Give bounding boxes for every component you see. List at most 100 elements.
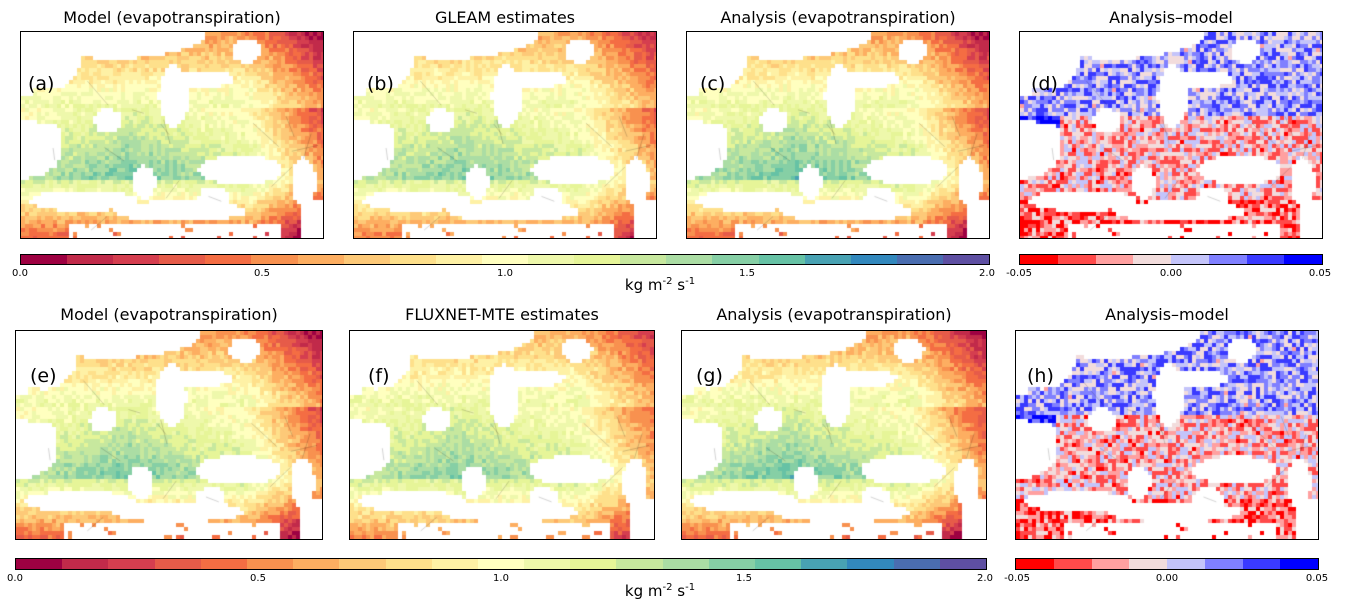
colorbar-swatch-2 — [1091, 559, 1130, 569]
unit-exp1-2: -2 — [662, 582, 673, 593]
map-panel-e — [15, 330, 323, 540]
tick-diff2-1: 0.00 — [1155, 573, 1179, 584]
colorbar-diff-2 — [1015, 558, 1319, 570]
colorbar-swatch-5 — [246, 559, 294, 569]
title-panel-f: FLUXNET-MTE estimates — [405, 305, 599, 324]
unit-exp2: -1 — [685, 276, 696, 287]
title-panel-h: Analysis–model — [1105, 305, 1229, 324]
colorbar-swatch-2 — [1095, 255, 1134, 264]
tick-diff-2: 0.05 — [1308, 268, 1332, 279]
heatmap-diff — [1020, 32, 1322, 238]
colorbar-swatch-19 — [896, 255, 943, 264]
colorbar-swatch-16 — [758, 255, 805, 264]
unit-base-2: kg m — [624, 582, 663, 600]
map-panel-c — [686, 31, 990, 239]
colorbar-swatch-16 — [755, 559, 802, 569]
colorbar-unit-label-2: kg m-2 s-1 — [625, 582, 695, 600]
map-panel-f — [349, 330, 655, 540]
label-panel-h: (h) — [1027, 365, 1054, 387]
colorbar-swatch-9 — [435, 255, 482, 264]
colorbar-swatch-4 — [200, 559, 247, 569]
colorbar-swatch-15 — [708, 559, 755, 569]
colorbar-et — [20, 254, 990, 265]
tick-diff-0: -0.05 — [1006, 268, 1032, 279]
colorbar-swatch-4 — [1171, 255, 1209, 264]
colorbar-swatch-20 — [942, 255, 989, 264]
colorbar-swatch-17 — [804, 255, 851, 264]
colorbar-swatch-3 — [154, 559, 201, 569]
colorbar-swatch-6 — [293, 559, 340, 569]
colorbar-swatch-18 — [847, 559, 894, 569]
tick-et2-4: 2.0 — [977, 573, 993, 584]
map-panel-b — [353, 31, 657, 239]
colorbar-unit-label: kg m-2 s-1 — [625, 276, 695, 294]
colorbar-swatch-1 — [1057, 255, 1096, 264]
colorbar-swatch-4 — [205, 255, 252, 264]
label-panel-g: (g) — [696, 365, 723, 387]
map-panel-a — [20, 31, 324, 239]
colorbar-swatch-8 — [389, 255, 436, 264]
colorbar-swatch-18 — [850, 255, 897, 264]
colorbar-swatch-15 — [712, 255, 759, 264]
tick-diff2-2: 0.05 — [1305, 573, 1329, 584]
colorbar-swatch-13 — [616, 559, 663, 569]
colorbar-swatch-6 — [1246, 255, 1285, 264]
colorbar-diff — [1019, 254, 1323, 265]
colorbar-swatch-1 — [67, 255, 114, 264]
colorbar-swatch-13 — [620, 255, 667, 264]
colorbar-swatch-2 — [108, 559, 155, 569]
colorbar-swatch-14 — [666, 255, 713, 264]
colorbar-swatch-1 — [1053, 559, 1092, 569]
title-panel-a: Model (evapotranspiration) — [63, 8, 281, 27]
colorbar-swatch-7 — [339, 559, 386, 569]
title-panel-d: Analysis–model — [1109, 8, 1233, 27]
colorbar-swatch-3 — [159, 255, 206, 264]
label-panel-d: (d) — [1031, 73, 1058, 95]
title-panel-e: Model (evapotranspiration) — [60, 305, 278, 324]
colorbar-swatch-6 — [297, 255, 344, 264]
colorbar-swatch-19 — [893, 559, 940, 569]
colorbar-swatch-11 — [528, 255, 575, 264]
tick-et-3: 1.5 — [739, 268, 755, 279]
colorbar-swatch-3 — [1129, 559, 1167, 569]
colorbar-swatch-0 — [21, 255, 68, 264]
colorbar-swatch-5 — [1204, 559, 1243, 569]
colorbar-swatch-11 — [524, 559, 571, 569]
label-panel-c: (c) — [700, 73, 726, 95]
colorbar-swatch-20 — [939, 559, 986, 569]
colorbar-swatch-12 — [570, 559, 617, 569]
tick-diff-1: 0.00 — [1159, 268, 1183, 279]
label-panel-a: (a) — [28, 73, 55, 95]
colorbar-swatch-10 — [481, 255, 529, 264]
colorbar-swatch-0 — [16, 559, 63, 569]
colorbar-swatch-12 — [574, 255, 621, 264]
colorbar-swatch-7 — [343, 255, 390, 264]
colorbar-swatch-8 — [385, 559, 432, 569]
heatmap-analysis-2 — [682, 331, 986, 539]
colorbar-swatch-5 — [251, 255, 298, 264]
title-panel-g: Analysis (evapotranspiration) — [716, 305, 952, 324]
map-panel-d — [1019, 31, 1323, 239]
colorbar-swatch-0 — [1020, 255, 1058, 264]
tick-et-0: 0.0 — [12, 268, 28, 279]
unit-mid: s — [672, 276, 686, 294]
tick-et2-1: 0.5 — [250, 573, 266, 584]
heatmap-model — [21, 32, 323, 238]
colorbar-swatch-9 — [431, 559, 478, 569]
colorbar-swatch-5 — [1208, 255, 1247, 264]
label-panel-e: (e) — [30, 365, 57, 387]
colorbar-swatch-1 — [62, 559, 109, 569]
colorbar-swatch-0 — [1016, 559, 1054, 569]
heatmap-model-2 — [16, 331, 322, 539]
heatmap-fluxnet — [350, 331, 654, 539]
colorbar-swatch-3 — [1133, 255, 1171, 264]
tick-et2-2: 1.0 — [493, 573, 509, 584]
tick-et2-0: 0.0 — [7, 573, 23, 584]
colorbar-swatch-7 — [1284, 255, 1322, 264]
title-panel-c: Analysis (evapotranspiration) — [720, 8, 956, 27]
unit-base: kg m — [624, 276, 663, 294]
tick-et-4: 2.0 — [979, 268, 995, 279]
colorbar-et-2 — [15, 558, 987, 570]
tick-et-2: 1.0 — [497, 268, 513, 279]
map-panel-g — [681, 330, 987, 540]
